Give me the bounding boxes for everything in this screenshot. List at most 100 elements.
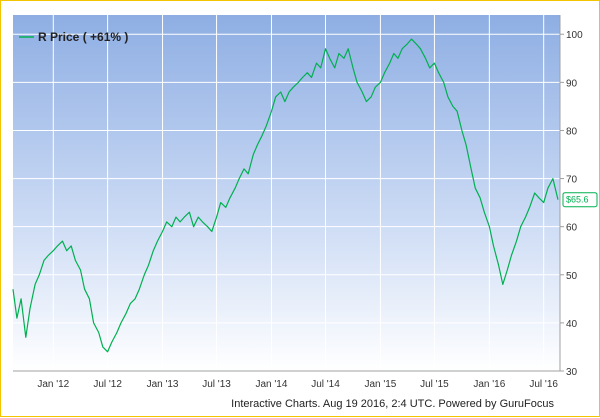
price-point[interactable] bbox=[215, 216, 218, 219]
price-point[interactable] bbox=[192, 225, 195, 228]
price-point[interactable] bbox=[533, 192, 536, 195]
price-point[interactable] bbox=[79, 269, 82, 272]
price-point[interactable] bbox=[261, 134, 264, 137]
price-point[interactable] bbox=[170, 225, 173, 228]
price-point[interactable] bbox=[328, 57, 331, 60]
price-point[interactable] bbox=[470, 167, 473, 170]
footer-credit[interactable]: Interactive Charts. Aug 19 2016, 2:4 UTC… bbox=[231, 398, 554, 410]
price-point[interactable] bbox=[292, 86, 295, 89]
price-point[interactable] bbox=[401, 47, 404, 50]
price-point[interactable] bbox=[34, 283, 37, 286]
price-point[interactable] bbox=[392, 52, 395, 55]
price-point[interactable] bbox=[546, 187, 549, 190]
price-point[interactable] bbox=[374, 86, 377, 89]
price-point[interactable] bbox=[197, 216, 200, 219]
price-point[interactable] bbox=[442, 81, 445, 84]
price-point[interactable] bbox=[315, 62, 318, 65]
price-point[interactable] bbox=[492, 244, 495, 247]
price-point[interactable] bbox=[156, 240, 159, 243]
price-point[interactable] bbox=[138, 288, 141, 291]
price-point[interactable] bbox=[252, 153, 255, 156]
price-point[interactable] bbox=[188, 211, 191, 214]
price-point[interactable] bbox=[542, 201, 545, 204]
price-point[interactable] bbox=[56, 244, 59, 247]
price-point[interactable] bbox=[201, 220, 204, 223]
price-point[interactable] bbox=[456, 110, 459, 113]
price-point[interactable] bbox=[352, 66, 355, 69]
price-point[interactable] bbox=[424, 57, 427, 60]
price-point[interactable] bbox=[437, 71, 440, 74]
price-point[interactable] bbox=[451, 105, 454, 108]
price-point[interactable] bbox=[38, 273, 41, 276]
price-point[interactable] bbox=[501, 283, 504, 286]
price-point[interactable] bbox=[106, 350, 109, 353]
price-point[interactable] bbox=[129, 302, 132, 305]
price-point[interactable] bbox=[551, 177, 554, 180]
price-point[interactable] bbox=[92, 321, 95, 324]
price-point[interactable] bbox=[47, 254, 50, 257]
price-point[interactable] bbox=[110, 341, 113, 344]
price-point[interactable] bbox=[279, 91, 282, 94]
price-point[interactable] bbox=[483, 211, 486, 214]
price-point[interactable] bbox=[356, 81, 359, 84]
price-point[interactable] bbox=[537, 196, 540, 199]
price-point[interactable] bbox=[52, 249, 55, 252]
price-point[interactable] bbox=[125, 312, 128, 315]
price-point[interactable] bbox=[210, 230, 213, 233]
price-point[interactable] bbox=[361, 91, 364, 94]
price-point[interactable] bbox=[383, 71, 386, 74]
price-series-line[interactable] bbox=[12, 38, 559, 353]
price-point[interactable] bbox=[319, 66, 322, 69]
price-point[interactable] bbox=[370, 95, 373, 98]
price-point[interactable] bbox=[152, 249, 155, 252]
price-point[interactable] bbox=[165, 220, 168, 223]
price-point[interactable] bbox=[219, 201, 222, 204]
price-point[interactable] bbox=[15, 317, 18, 320]
price-point[interactable] bbox=[274, 95, 277, 98]
price-point[interactable] bbox=[224, 206, 227, 209]
price-point[interactable] bbox=[324, 47, 327, 50]
price-point[interactable] bbox=[465, 143, 468, 146]
price-point[interactable] bbox=[115, 331, 118, 334]
price-point[interactable] bbox=[557, 198, 560, 201]
price-point[interactable] bbox=[61, 240, 64, 243]
price-point[interactable] bbox=[406, 42, 409, 45]
price-point[interactable] bbox=[65, 249, 68, 252]
price-point[interactable] bbox=[446, 95, 449, 98]
price-point[interactable] bbox=[410, 38, 413, 41]
price-point[interactable] bbox=[270, 110, 273, 113]
price-point[interactable] bbox=[474, 187, 477, 190]
price-point[interactable] bbox=[74, 259, 77, 262]
price-point[interactable] bbox=[243, 167, 246, 170]
price-point[interactable] bbox=[301, 76, 304, 79]
legend[interactable]: R Price ( +61% ) bbox=[19, 30, 128, 44]
price-point[interactable] bbox=[43, 259, 46, 262]
price-point[interactable] bbox=[143, 273, 146, 276]
price-point[interactable] bbox=[419, 47, 422, 50]
price-point[interactable] bbox=[488, 225, 491, 228]
price-point[interactable] bbox=[506, 269, 509, 272]
price-point[interactable] bbox=[20, 297, 23, 300]
price-point[interactable] bbox=[134, 297, 137, 300]
price-point[interactable] bbox=[460, 129, 463, 132]
price-point[interactable] bbox=[238, 177, 241, 180]
price-point[interactable] bbox=[120, 321, 123, 324]
price-point[interactable] bbox=[415, 42, 418, 45]
price-point[interactable] bbox=[12, 288, 15, 291]
price-point[interactable] bbox=[310, 76, 313, 79]
price-point[interactable] bbox=[283, 100, 286, 103]
price-point[interactable] bbox=[256, 143, 259, 146]
price-point[interactable] bbox=[29, 307, 32, 310]
price-point[interactable] bbox=[333, 66, 336, 69]
price-point[interactable] bbox=[388, 62, 391, 65]
price-point[interactable] bbox=[306, 71, 309, 74]
price-point[interactable] bbox=[528, 206, 531, 209]
price-point[interactable] bbox=[524, 216, 527, 219]
price-point[interactable] bbox=[519, 225, 522, 228]
price-point[interactable] bbox=[161, 230, 164, 233]
price-point[interactable] bbox=[147, 264, 150, 267]
price-point[interactable] bbox=[297, 81, 300, 84]
price-point[interactable] bbox=[365, 100, 368, 103]
price-point[interactable] bbox=[24, 336, 27, 339]
price-point[interactable] bbox=[428, 66, 431, 69]
